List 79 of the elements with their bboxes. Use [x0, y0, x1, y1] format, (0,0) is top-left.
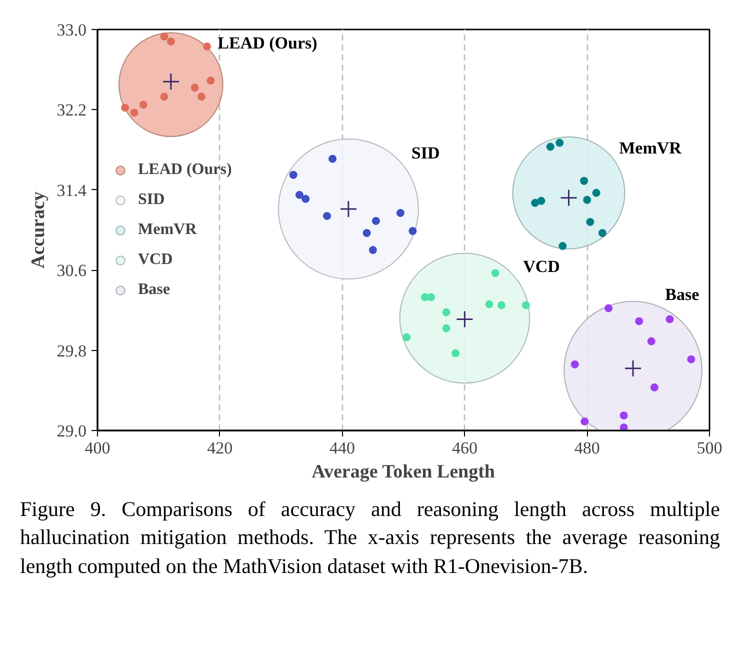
point	[620, 411, 628, 420]
point	[139, 100, 148, 109]
legend-label: SID	[138, 190, 165, 208]
point	[427, 293, 436, 302]
y-tick-label: 29.8	[56, 341, 86, 360]
point	[456, 310, 474, 328]
text: SID	[411, 143, 440, 162]
point	[546, 142, 554, 151]
point	[560, 189, 578, 207]
y-axis-title: Accuracy	[28, 190, 49, 269]
legend-label: MemVR	[138, 220, 197, 238]
point	[121, 104, 130, 112]
text: VCD	[523, 256, 560, 276]
point	[556, 138, 564, 147]
point	[130, 108, 138, 117]
x-tick-label: 400	[84, 438, 110, 458]
point	[537, 196, 546, 205]
point	[586, 218, 594, 226]
point	[485, 300, 494, 308]
point	[408, 227, 417, 235]
point	[206, 76, 215, 85]
point	[497, 301, 506, 310]
point	[624, 360, 642, 378]
point	[160, 32, 168, 41]
point	[160, 92, 168, 101]
point	[166, 38, 175, 46]
text: LEAD (Ours)	[218, 34, 318, 53]
point	[452, 349, 460, 358]
x-axis-title: Average Token Length	[312, 462, 496, 482]
point	[531, 198, 540, 207]
point	[620, 424, 628, 430]
point	[323, 212, 331, 220]
point	[570, 360, 579, 368]
x-tick-label: 460	[452, 438, 478, 458]
point	[295, 190, 304, 199]
x-tick-label: 500	[696, 438, 722, 458]
legend-label: LEAD (Ours)	[138, 160, 232, 178]
point	[362, 229, 371, 237]
point	[442, 308, 450, 316]
y-tick-label: 31.4	[56, 180, 87, 200]
text: MemVR	[619, 138, 682, 158]
point	[635, 317, 644, 326]
y-tick-label: 30.6	[56, 261, 86, 280]
point	[289, 170, 298, 179]
y-tick-label: 29.0	[56, 422, 86, 440]
point	[583, 196, 592, 204]
point	[162, 72, 180, 90]
caption: Figure 9. Comparisons of accuracy and reasoning length across multiple hallucination mitigation methods. The x-axis represents the average reasoning length computed on the MathVision dataset with R1-Onevision-7B.	[20, 496, 720, 580]
y-tick-label: 33.0	[56, 20, 86, 40]
point	[650, 383, 658, 392]
point	[442, 324, 450, 332]
legend-label: Base	[138, 280, 170, 298]
point	[340, 200, 358, 218]
legend-label: VCD	[138, 250, 173, 268]
point	[372, 216, 380, 225]
point	[592, 188, 600, 197]
x-tick-label: 480	[574, 438, 600, 458]
x-tick-label: 420	[207, 438, 233, 458]
point	[491, 269, 500, 278]
text: Base	[665, 285, 700, 304]
point	[666, 315, 674, 324]
point	[203, 42, 212, 51]
point	[302, 194, 310, 203]
x-tick-label: 440	[330, 438, 356, 458]
point	[190, 84, 199, 92]
point	[604, 304, 613, 312]
point	[598, 229, 606, 237]
point	[198, 92, 206, 101]
y-tick-label: 32.2	[56, 100, 86, 120]
point	[580, 417, 589, 426]
point	[328, 154, 337, 163]
point	[396, 208, 404, 217]
point	[647, 337, 656, 346]
point	[558, 242, 567, 250]
point	[368, 246, 377, 254]
point	[687, 355, 696, 364]
point	[580, 176, 588, 185]
point	[402, 333, 411, 342]
point	[522, 301, 530, 310]
